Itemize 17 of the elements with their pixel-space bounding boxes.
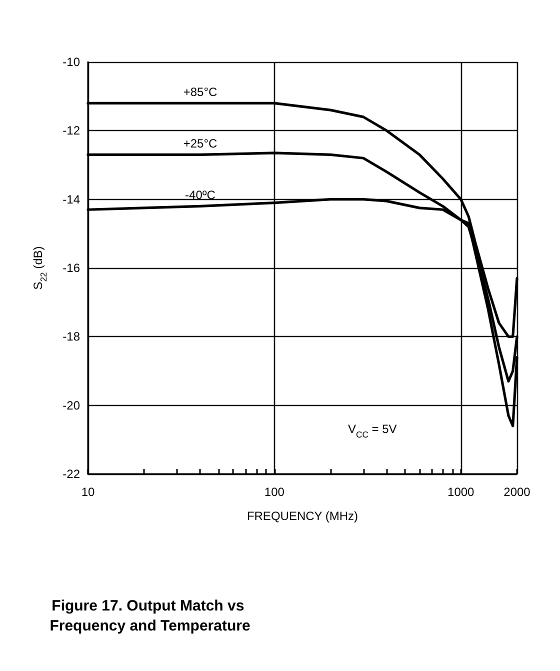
- y-tick-label: -10: [62, 55, 80, 69]
- y-tick-label: -16: [62, 261, 80, 275]
- y-tick-label: -18: [62, 330, 80, 344]
- x-tick-label: 1000: [448, 485, 475, 499]
- x-axis-title: FREQUENCY (MHz): [246, 509, 358, 523]
- series-label: -40ºC: [185, 188, 216, 202]
- y-axis-title: S22 (dB): [31, 246, 48, 290]
- y-tick-label: -20: [62, 398, 80, 412]
- text: Figure 17. Output Match vs Frequency and Temperature: [50, 598, 250, 634]
- y-tick-label: -12: [62, 124, 80, 138]
- x-tick-label: 100: [264, 485, 285, 499]
- y-tick-label: -22: [62, 467, 80, 481]
- series-label: +85°C: [183, 85, 218, 100]
- x-tick-label: 10: [81, 485, 95, 499]
- x-tick-label: 2000: [504, 485, 531, 499]
- series-label: +25°C: [183, 136, 218, 151]
- y-tick-label: -14: [62, 192, 80, 206]
